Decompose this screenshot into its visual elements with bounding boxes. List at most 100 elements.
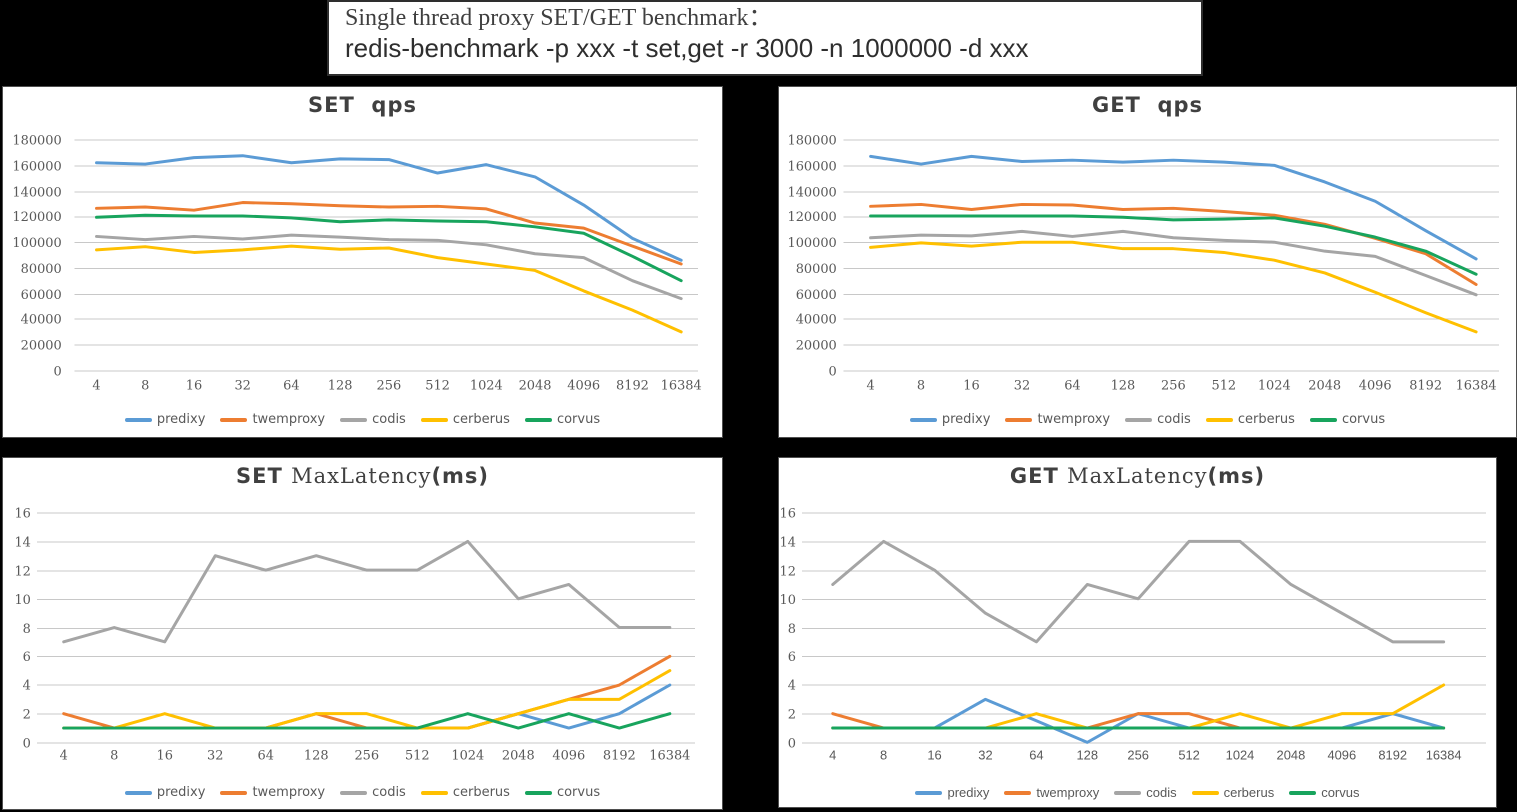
y-tick-label: 10 (14, 593, 30, 608)
legend-label-predixy: predixy (947, 785, 990, 800)
x-tick-label: 8192 (603, 748, 636, 763)
x-tick-label: 512 (1211, 378, 1236, 393)
y-tick-label: 100000 (787, 236, 836, 251)
chart-panel-set-maxlatency: SET MaxLatency(ms) 16 14 12 10 8 6 4 2 0 4 8 16 32 64… (2, 457, 723, 810)
y-tick-label: 0 (788, 736, 796, 751)
chart-title-part: SET qps (308, 93, 417, 117)
x-tick-label: 512 (425, 378, 450, 393)
legend-label-cerberus: cerberus (452, 785, 510, 800)
legend-label-predixy: predixy (156, 785, 206, 800)
y-tick-label: 6 (788, 650, 796, 665)
x-tick-label: 128 (1077, 747, 1099, 762)
x-tick-label: 1024 (1226, 747, 1255, 762)
y-tick-label: 180000 (12, 134, 61, 149)
y-tick-label: 12 (780, 564, 796, 579)
series-line-predixy (95, 154, 683, 262)
chart-title-part: (ms) (431, 464, 490, 488)
legend-item-twemproxy: twemproxy (1005, 412, 1110, 427)
legend-swatch-codis (1114, 790, 1142, 795)
legend-item-codis: codis (1125, 412, 1191, 427)
legend-swatch-cerberus (1191, 790, 1219, 795)
y-tick-label: 6 (23, 650, 31, 665)
x-tick-label: 8192 (1378, 747, 1407, 762)
y-tick-label: 4 (788, 679, 796, 694)
get-qps-plot: 180000 160000 140000 120000 100000 80000 60000… (787, 134, 1499, 393)
x-tick-label: 4 (60, 748, 68, 763)
legend-item-twemproxy: twemproxy (220, 412, 325, 427)
legend-label-cerberus: cerberus (1223, 785, 1275, 800)
chart-title-part: (ms) (1207, 464, 1266, 488)
x-tick-label: 8 (141, 378, 149, 393)
series-line-cerberus (869, 240, 1478, 334)
series-line-corvus (62, 712, 672, 730)
chart-title-set-maxlatency: SET MaxLatency(ms) (3, 464, 722, 488)
series-line-codis (831, 539, 1446, 644)
y-tick-label: 80000 (796, 262, 837, 277)
x-tick-label: 64 (1029, 747, 1043, 762)
legend-get-maxlatency: predixy twemproxy codis cerberus corvus (779, 785, 1496, 800)
x-tick-label: 4 (92, 378, 100, 393)
legend-label-twemproxy: twemproxy (252, 412, 326, 427)
series-line-predixy (831, 697, 1446, 744)
legend-label-cerberus: cerberus (452, 412, 510, 427)
x-tick-label: 32 (1014, 378, 1030, 393)
series-line-predixy (62, 683, 672, 730)
y-tick-label: 20000 (21, 339, 62, 354)
x-tick-label: 4 (829, 747, 836, 762)
legend-item-predixy: predixy (124, 785, 206, 800)
legend-label-codis: codis (372, 785, 406, 800)
legend-swatch-corvus (1289, 790, 1317, 795)
legend-swatch-predixy (124, 417, 152, 422)
x-tick-label: 8 (917, 378, 925, 393)
x-tick-label: 4096 (567, 378, 600, 393)
x-tick-label: 2048 (1277, 747, 1306, 762)
benchmark-command: redis-benchmark -p xxx -t set,get -r 300… (345, 33, 1029, 64)
legend-label-twemproxy: twemproxy (1036, 785, 1100, 800)
x-tick-label: 16384 (1426, 747, 1462, 762)
y-tick-label: 140000 (12, 185, 61, 200)
legend-set-qps: predixy twemproxy codis cerberus corvus (3, 412, 722, 427)
y-tick-label: 80000 (21, 262, 62, 277)
benchmark-title: Single thread proxy SET/GET benchmark： (345, 5, 773, 31)
x-tick-label: 2048 (519, 378, 552, 393)
legend-item-cerberus: cerberus (420, 785, 510, 800)
series-line-cerberus (95, 244, 683, 334)
y-tick-label: 0 (54, 364, 62, 379)
y-tick-label: 20000 (796, 339, 837, 354)
x-tick-label: 64 (258, 748, 274, 763)
x-tick-label: 16384 (661, 378, 702, 393)
legend-item-predixy: predixy (124, 412, 206, 427)
legend-label-corvus: corvus (1321, 785, 1360, 800)
x-tick-label: 16 (927, 747, 941, 762)
x-tick-label: 16384 (649, 748, 690, 763)
x-tick-label: 16384 (1456, 378, 1497, 393)
legend-swatch-predixy (909, 417, 937, 422)
chart-title-set-qps: SET qps (3, 93, 722, 117)
x-tick-label: 1024 (1258, 378, 1291, 393)
legend-item-corvus: corvus (524, 412, 600, 427)
legend-swatch-predixy (124, 790, 152, 795)
legend-item-codis: codis (340, 412, 406, 427)
series-line-cerberus (831, 683, 1446, 730)
legend-item-predixy: predixy (915, 785, 989, 800)
x-tick-label: 2048 (1308, 378, 1341, 393)
legend-item-corvus: corvus (1309, 412, 1385, 427)
x-tick-label: 8192 (616, 378, 649, 393)
x-tick-label: 4 (866, 378, 874, 393)
x-tick-label: 256 (354, 748, 379, 763)
y-tick-label: 160000 (12, 160, 61, 175)
x-tick-label: 4096 (1327, 747, 1356, 762)
legend-item-predixy: predixy (909, 412, 990, 427)
legend-label-predixy: predixy (156, 412, 206, 427)
series-line-corvus (95, 213, 683, 283)
legend-get-qps: predixy twemproxy codis cerberus corvus (779, 412, 1516, 427)
y-tick-label: 8 (788, 622, 796, 637)
x-tick-label: 8 (110, 748, 118, 763)
legend-swatch-cerberus (420, 417, 448, 422)
y-tick-label: 4 (23, 679, 31, 694)
x-tick-label: 128 (304, 748, 329, 763)
legend-set-maxlatency: predixy twemproxy codis cerberus corvus (3, 785, 722, 800)
chart-title-part: SET (235, 464, 292, 488)
